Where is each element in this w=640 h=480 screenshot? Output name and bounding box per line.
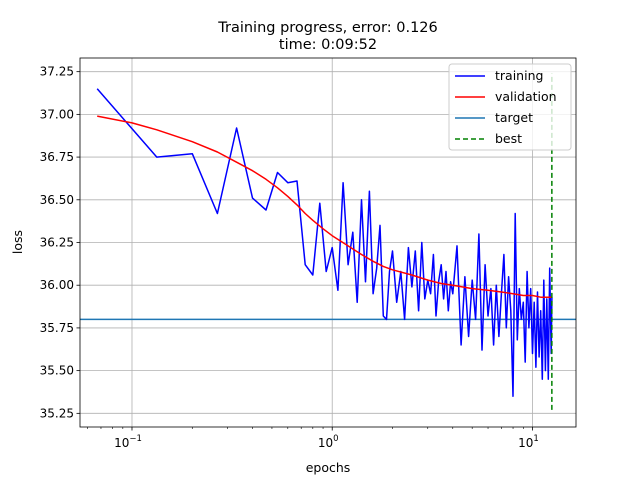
legend-label-target: target [495, 110, 533, 125]
chart-title: Training progress, error: 0.126 [217, 20, 438, 36]
y-axis-label: loss [10, 230, 25, 254]
legend: training validation target best [448, 63, 572, 151]
chart-subtitle: time: 0:09:52 [279, 37, 377, 53]
legend-label-training: training [495, 68, 543, 83]
legend-label-validation: validation [495, 89, 557, 104]
x-tick-label: 10−1 [114, 434, 142, 450]
y-tick-label: 35.50 [40, 364, 74, 378]
y-tick-label: 37.00 [40, 107, 74, 121]
x-axis: 10−1 100 101 [87, 427, 539, 450]
y-tick-label: 36.50 [40, 193, 74, 207]
y-axis: 35.25 35.50 35.75 36.00 36.25 36.50 36.75 37.00… [40, 65, 80, 420]
plot-area [80, 73, 576, 410]
x-axis-label: epochs [306, 460, 351, 475]
legend-box [448, 63, 572, 151]
training-line [96, 88, 553, 398]
validation-line [97, 115, 552, 298]
legend-label-best: best [495, 131, 522, 146]
y-tick-label: 36.00 [40, 278, 74, 292]
y-tick-label: 36.25 [40, 236, 74, 250]
x-tick-label: 101 [518, 434, 539, 450]
y-tick-label: 35.25 [40, 406, 74, 420]
y-tick-label: 37.25 [40, 65, 74, 79]
y-tick-label: 36.75 [40, 150, 74, 164]
y-tick-label: 35.75 [40, 321, 74, 335]
x-tick-label: 100 [318, 434, 339, 450]
